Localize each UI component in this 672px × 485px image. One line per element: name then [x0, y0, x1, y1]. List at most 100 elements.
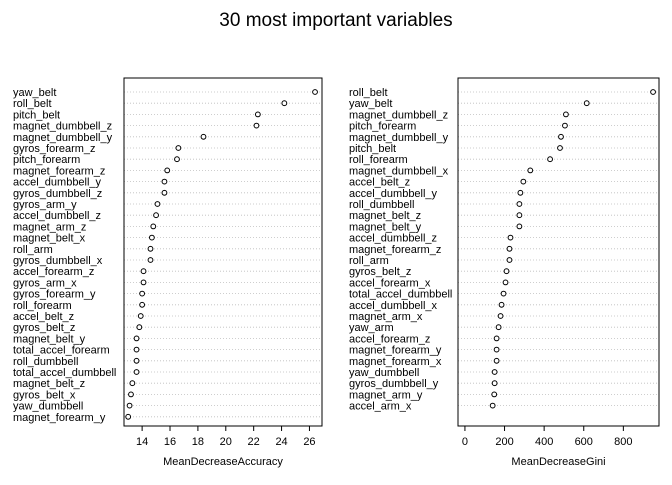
- variable-label: magnet_dumbbell_x: [349, 165, 449, 177]
- data-point: [126, 402, 133, 409]
- data-point: [495, 324, 502, 331]
- variable-label: yaw_arm: [349, 322, 394, 334]
- x-axis-title: MeanDecreaseGini: [511, 456, 605, 468]
- variable-label: pitch_forearm: [349, 121, 416, 133]
- data-point: [493, 346, 500, 353]
- data-point: [154, 201, 161, 207]
- variable-label: roll_forearm: [349, 154, 408, 166]
- plot-frame: [123, 77, 323, 427]
- variable-label: roll_arm: [349, 255, 389, 267]
- data-point: [175, 145, 182, 151]
- chart-title: 30 most important variables: [219, 10, 452, 31]
- data-point: [527, 167, 534, 174]
- data-point: [547, 156, 553, 163]
- variable-label: accel_dumbbell_y: [13, 177, 102, 189]
- data-point: [516, 201, 523, 207]
- variable-label: roll_belt: [13, 98, 52, 110]
- variable-label: accel_dumbbell_x: [349, 300, 438, 312]
- data-point: [174, 156, 180, 163]
- variable-label: magnet_forearm_y: [13, 412, 106, 424]
- data-point: [583, 100, 590, 107]
- data-point: [140, 279, 147, 286]
- data-point: [254, 111, 261, 118]
- variable-label: total_accel_dumbbell: [349, 289, 452, 301]
- variable-label: roll_dumbbell: [13, 356, 78, 368]
- data-point: [161, 178, 168, 185]
- data-point: [148, 234, 155, 241]
- data-point: [137, 313, 144, 319]
- data-point: [133, 335, 140, 342]
- x-tick-label: 600: [575, 436, 593, 448]
- x-tick-label: 22: [248, 436, 260, 448]
- data-point: [491, 391, 498, 398]
- data-point: [200, 133, 207, 140]
- variable-label: magnet_forearm_x: [349, 356, 442, 368]
- data-point: [491, 369, 498, 375]
- panel-2: roll_beltyaw_beltmagnet_dumbbell_zpitch_…: [349, 77, 660, 468]
- variable-label: roll_forearm: [13, 300, 72, 312]
- data-point: [153, 212, 159, 219]
- data-point: [557, 145, 563, 151]
- data-point: [506, 257, 513, 263]
- variable-label: gyros_dumbbell_z: [13, 188, 102, 200]
- variable-label: accel_dumbbell_z: [13, 210, 101, 222]
- data-point: [520, 178, 527, 185]
- variable-label: gyros_belt_z: [13, 322, 75, 334]
- variable-label: gyros_dumbbell_x: [13, 255, 103, 267]
- data-point: [493, 357, 500, 364]
- data-point: [281, 100, 288, 107]
- x-tick-label: 16: [164, 436, 176, 448]
- x-tick-label: 20: [220, 436, 232, 448]
- variable-label: magnet_arm_z: [13, 221, 86, 233]
- variable-label: accel_arm_x: [349, 401, 412, 413]
- data-point: [128, 391, 134, 398]
- data-point: [140, 268, 147, 275]
- data-point: [493, 335, 500, 342]
- variable-label: total_accel_forearm: [13, 345, 110, 357]
- data-point: [558, 133, 564, 140]
- data-point: [133, 346, 140, 353]
- data-point: [563, 111, 569, 118]
- variable-label: accel_dumbbell_z: [349, 233, 437, 245]
- data-point: [503, 268, 510, 275]
- variable-label: magnet_arm_y: [349, 389, 423, 401]
- data-point: [506, 245, 513, 252]
- data-point: [516, 223, 523, 230]
- variable-label: gyros_arm_y: [13, 199, 77, 211]
- data-point: [164, 167, 171, 174]
- x-tick-label: 400: [535, 436, 553, 448]
- variable-label: accel_forearm_z: [13, 266, 94, 278]
- variable-label: yaw_dumbbell: [349, 367, 419, 379]
- plot-frame: [457, 77, 660, 427]
- variable-label: magnet_belt_y: [13, 333, 86, 345]
- variable-label: gyros_dumbbell_y: [349, 378, 439, 390]
- data-point: [147, 245, 154, 252]
- data-point: [500, 290, 507, 297]
- data-point: [507, 234, 514, 241]
- x-axis-title: MeanDecreaseAccuracy: [163, 456, 283, 468]
- variable-label: accel_forearm_x: [349, 277, 431, 289]
- variable-label: magnet_dumbbell_z: [13, 121, 112, 133]
- data-point: [150, 223, 157, 230]
- variable-label: yaw_dumbbell: [13, 401, 83, 413]
- variable-label: roll_arm: [13, 244, 53, 256]
- data-point: [147, 257, 154, 263]
- variable-label: magnet_dumbbell_z: [349, 109, 448, 121]
- data-point: [129, 380, 136, 387]
- x-tick-label: 800: [614, 436, 632, 448]
- data-point: [491, 380, 498, 387]
- variable-label: roll_dumbbell: [349, 199, 414, 211]
- data-point: [562, 122, 568, 129]
- data-point: [136, 324, 143, 331]
- data-point: [312, 89, 318, 95]
- variable-label: gyros_belt_z: [349, 266, 411, 278]
- data-point: [139, 290, 146, 297]
- variable-label: magnet_forearm_y: [349, 345, 442, 357]
- variable-label: gyros_forearm_z: [13, 143, 96, 155]
- panel-1: yaw_beltroll_beltpitch_beltmagnet_dumbbe…: [13, 77, 323, 468]
- x-tick-label: 26: [303, 436, 315, 448]
- variable-label: accel_belt_z: [349, 177, 410, 189]
- variable-label: magnet_belt_x: [13, 233, 86, 245]
